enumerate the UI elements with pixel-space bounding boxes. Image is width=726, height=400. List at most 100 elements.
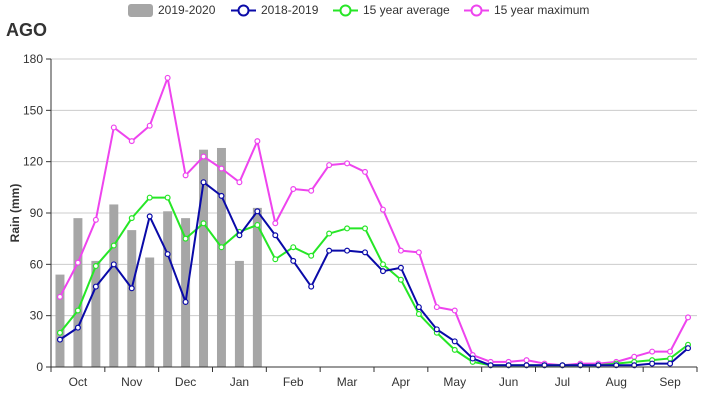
x-tick-label: Nov [121, 375, 142, 389]
bar [252, 207, 262, 367]
y-tick-label: 0 [36, 360, 43, 374]
data-point [110, 261, 117, 268]
data-point [451, 346, 458, 353]
data-point [451, 338, 458, 345]
data-point [56, 336, 63, 343]
bar [127, 230, 137, 367]
data-point [146, 194, 153, 201]
data-point [326, 247, 333, 254]
data-point [146, 122, 153, 129]
y-tick-label: 30 [30, 309, 44, 323]
bar [181, 218, 191, 367]
data-point [613, 362, 620, 369]
data-point [290, 186, 297, 193]
data-point [218, 244, 225, 251]
data-point [631, 353, 638, 360]
data-point [56, 329, 63, 336]
data-point [397, 247, 404, 254]
x-tick-label: Apr [392, 375, 411, 389]
data-point [164, 194, 171, 201]
data-point [362, 225, 369, 232]
data-point [487, 362, 494, 369]
data-point [433, 304, 440, 311]
bar [55, 274, 65, 367]
legend-item-15-year-maximum[interactable]: 15 year maximum [464, 3, 589, 17]
data-point [164, 74, 171, 81]
data-point [146, 213, 153, 220]
data-point [236, 232, 243, 239]
x-tick-label: Jun [499, 375, 518, 389]
y-tick-label: 60 [30, 257, 44, 271]
data-point [415, 249, 422, 256]
legend-swatch-15-year-average [333, 4, 358, 16]
grid-layer [51, 58, 697, 317]
data-point [92, 263, 99, 270]
data-point [685, 345, 692, 352]
data-point [667, 348, 674, 355]
data-point [128, 285, 135, 292]
y-tick-label: 120 [23, 155, 43, 169]
data-point [397, 264, 404, 271]
data-point [110, 242, 117, 249]
y-tick-label: 180 [23, 52, 43, 66]
data-point [200, 220, 207, 227]
data-point [415, 310, 422, 317]
data-point [451, 307, 458, 314]
x-tick-label: Mar [337, 375, 358, 389]
data-point [200, 179, 207, 186]
bar-layer [55, 147, 262, 367]
data-point [218, 165, 225, 172]
data-point [559, 362, 566, 369]
data-point [379, 261, 386, 268]
data-point [577, 362, 584, 369]
data-point [541, 362, 548, 369]
data-point [433, 326, 440, 333]
data-point [74, 324, 81, 331]
data-point [74, 259, 81, 266]
data-point [308, 252, 315, 259]
legend-label-2018-2019: 2018-2019 [261, 3, 319, 17]
data-point [236, 179, 243, 186]
legend-swatch-2018-2019 [231, 4, 256, 16]
data-point [595, 362, 602, 369]
x-tick-label: Dec [175, 375, 196, 389]
bar [109, 204, 119, 367]
data-point [415, 304, 422, 311]
data-point [92, 216, 99, 223]
data-point [326, 230, 333, 237]
bar [145, 257, 155, 367]
data-point [308, 283, 315, 290]
x-tick-label: Jul [555, 375, 570, 389]
data-point [344, 160, 351, 167]
chart-legend: 2019-2020 2018-2019 15 year average 15 y… [0, 3, 726, 21]
legend-swatch-15-year-maximum [464, 4, 489, 16]
data-point [308, 187, 315, 194]
data-point [379, 268, 386, 275]
data-point [272, 256, 279, 263]
legend-swatch-bars [128, 3, 153, 17]
data-point [290, 257, 297, 264]
data-point [469, 355, 476, 362]
data-point [326, 162, 333, 169]
x-tick-label: Feb [283, 375, 304, 389]
bar [73, 218, 83, 367]
legend-label-15-year-average: 15 year average [363, 3, 450, 17]
data-point [685, 314, 692, 321]
data-point [649, 348, 656, 355]
data-point [290, 244, 297, 251]
data-point [254, 208, 261, 215]
x-tick-label: May [443, 375, 466, 389]
y-tick-label: 150 [23, 103, 43, 117]
bar [91, 260, 101, 367]
data-point [254, 138, 261, 145]
data-point [344, 247, 351, 254]
legend-item-15-year-average[interactable]: 15 year average [333, 3, 450, 17]
data-point [218, 192, 225, 199]
data-point [74, 307, 81, 314]
legend-item-2018-2019[interactable]: 2018-2019 [231, 3, 318, 17]
data-point [505, 362, 512, 369]
axis-layer: 0 30 60 90 120 150 180 Oct Nov Dec Jan Feb Mar Apr May… [23, 52, 698, 389]
data-point [164, 251, 171, 258]
legend-item-2019-2020[interactable]: 2019-2020 [128, 3, 215, 17]
